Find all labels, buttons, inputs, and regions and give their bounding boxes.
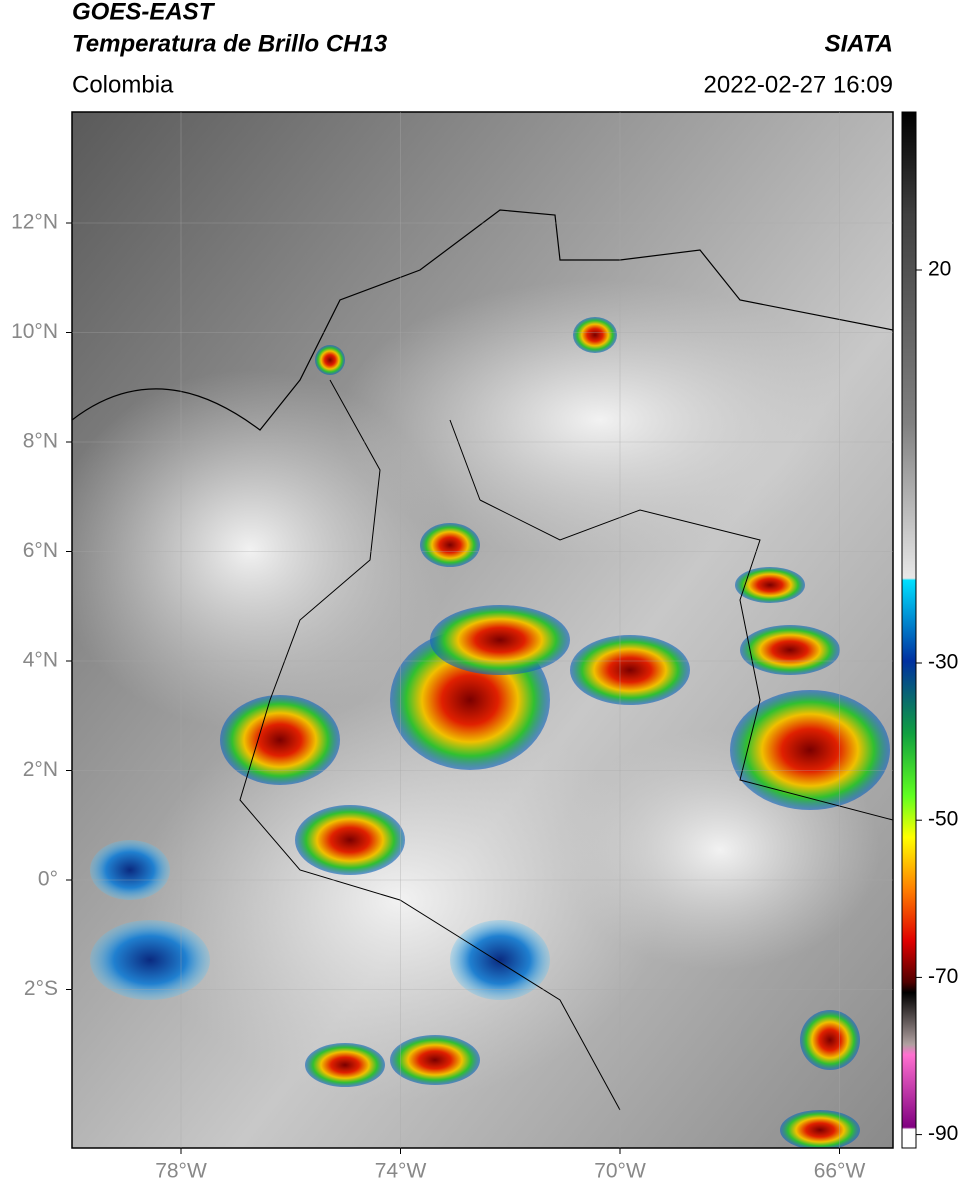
colorbar-label: -70 xyxy=(928,965,958,988)
map-frame xyxy=(71,111,894,1149)
lon-label: 74°W xyxy=(375,1160,427,1183)
satellite-image xyxy=(72,112,893,1148)
lon-label: 78°W xyxy=(155,1160,207,1183)
colorbar-label: -30 xyxy=(928,651,958,674)
lon-label: 66°W xyxy=(814,1160,866,1183)
datetime: 2022-02-27 16:09 xyxy=(704,71,894,98)
colorbar xyxy=(901,111,917,1149)
lat-label: 12°N xyxy=(11,211,58,234)
colorbar-label: -50 xyxy=(928,808,958,831)
lat-label: 6°N xyxy=(23,539,58,562)
title: GOES-EAST xyxy=(72,0,216,25)
lat-label: 0° xyxy=(38,868,58,891)
lon-label: 70°W xyxy=(594,1160,646,1183)
region: Colombia xyxy=(72,71,174,98)
lat-label: 4°N xyxy=(23,649,58,672)
subtitle: Temperatura de Brillo CH13 xyxy=(72,30,388,57)
source: SIATA xyxy=(825,30,893,57)
colorbar-label: 20 xyxy=(928,258,951,281)
lat-label: 2°N xyxy=(23,758,58,781)
lat-label: 2°S xyxy=(24,977,58,1000)
lat-label: 10°N xyxy=(11,320,58,343)
lat-label: 8°N xyxy=(23,430,58,453)
colorbar-label: -90 xyxy=(928,1122,958,1145)
